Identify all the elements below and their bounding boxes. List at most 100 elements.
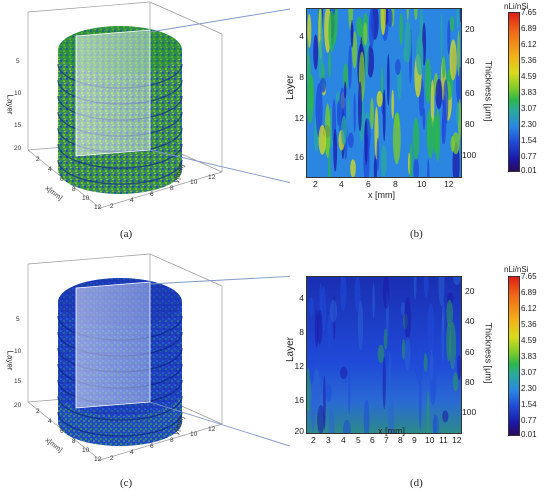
panel-a: 5 10 15 20 Layer 2 4 6 8 10 12 x[mm] 2 4…: [0, 0, 290, 240]
colorbar-b: [508, 12, 520, 172]
heatmap-texture: [435, 78, 443, 110]
heatmap-texture: [313, 34, 319, 70]
x-tick-c-5: 12: [94, 456, 102, 463]
heatmap-texture: [413, 277, 417, 301]
heatmap-texture: [432, 115, 439, 154]
y-tick-d-1: 8: [299, 327, 304, 337]
heatmap-texture: [333, 128, 338, 172]
z-tick-c-2: 15: [14, 378, 22, 385]
y-axis-label-d: Layer: [285, 336, 297, 363]
y2-tick-b-2: 60: [465, 88, 475, 98]
heatmap-texture: [429, 350, 434, 382]
y-tick-b-0: 4: [299, 31, 304, 41]
heatmap-texture: [433, 414, 436, 433]
x-tick-b-2: 6: [366, 179, 371, 189]
heatmap-texture: [363, 399, 370, 433]
y-tick-b-1: 8: [299, 72, 304, 82]
heatmap-texture: [354, 277, 361, 312]
heatmap-texture: [383, 328, 388, 350]
heatmap-texture: [340, 277, 347, 312]
y2-tick-d-4: 100: [462, 407, 477, 417]
y-tick-c-5: 12: [208, 426, 216, 433]
panel-b: Layer 4 8 12 16 2 4 6 8 10 12 x [mm] 20 …: [285, 0, 550, 245]
colorbar-tick-d-7: 2.30: [521, 384, 537, 393]
heatmap-texture: [442, 55, 446, 79]
x-tick-a-4: 10: [82, 195, 90, 202]
y2-tick-d-1: 40: [465, 316, 475, 326]
heatmap-texture: [423, 353, 428, 372]
heatmap-b: [306, 8, 462, 178]
heatmap-texture: [337, 100, 340, 126]
heatmap-texture: [380, 145, 387, 177]
colorbar-tick-d-2: 6.12: [521, 304, 537, 313]
y-tick-a-5: 12: [208, 174, 216, 181]
colorbar-title-d: nLi/nSi: [504, 265, 529, 274]
z-tick-c-1: 10: [14, 348, 22, 355]
heatmap-texture: [352, 31, 358, 69]
heatmap-texture: [446, 299, 453, 328]
x-tick-a-1: 4: [48, 166, 52, 173]
x-tick-a-5: 12: [94, 204, 102, 211]
heatmap-texture: [368, 9, 375, 49]
heatmap-texture: [357, 300, 364, 351]
heatmap-texture: [372, 283, 375, 319]
x-tick-d-1: 3: [326, 435, 331, 445]
cylinder-3d-plot-c: [27, 253, 290, 461]
heatmap-texture: [347, 97, 350, 120]
heatmap-texture: [325, 383, 332, 402]
heatmap-texture: [307, 13, 312, 48]
y-tick-c-4: 10: [190, 431, 198, 438]
x-tick-c-2: 6: [60, 428, 64, 435]
heatmap-texture: [450, 16, 455, 32]
heatmap-texture: [413, 157, 419, 177]
heatmap-texture: [347, 132, 354, 148]
heatmap-texture: [387, 9, 393, 28]
heatmap-texture: [452, 132, 460, 155]
heatmap-texture: [328, 408, 335, 433]
x-tick-b-4: 10: [417, 179, 427, 189]
heatmap-texture: [427, 303, 435, 353]
colorbar-tick-d-3: 5.36: [521, 320, 537, 329]
heatmap-texture: [323, 375, 326, 430]
heatmap-texture: [457, 355, 461, 380]
heatmap-texture: [406, 9, 409, 21]
x-tick-d-4: 6: [370, 435, 375, 445]
subfigure-label-c: (c): [120, 477, 133, 489]
colorbar-tick-b-6: 3.07: [521, 104, 537, 113]
panel-c: 5 10 15 20 Layer 2 4 6 8 10 12 x[mm] 2 4…: [0, 252, 290, 504]
colorbar-tick-b-3: 5.36: [521, 56, 537, 65]
heatmap-texture: [318, 124, 327, 155]
z-tick-a-1: 10: [14, 90, 22, 97]
heatmap-texture: [459, 9, 461, 23]
heatmap-texture: [399, 12, 403, 46]
heatmap-texture: [386, 54, 390, 106]
heatmap-texture: [317, 405, 325, 433]
z-tick-a-0: 5: [16, 58, 20, 65]
y2-tick-b-1: 40: [465, 56, 475, 66]
x-tick-d-9: 11: [439, 435, 448, 445]
x-tick-b-5: 12: [444, 179, 454, 189]
panel-d: Layer 4 8 12 16 20 2 3 4 5 6 7 8 9 10 11…: [285, 252, 550, 504]
heatmap-texture: [392, 112, 401, 165]
heatmap-texture: [452, 372, 459, 392]
y2-tick-d-0: 20: [465, 286, 475, 296]
heatmap-texture: [353, 92, 356, 133]
heatmap-texture: [309, 74, 314, 111]
colorbar-tick-b-1: 6.89: [521, 24, 537, 33]
heatmap-texture: [382, 277, 390, 309]
colorbar-tick-b-10: 0.01: [521, 166, 537, 175]
z-axis-label-c: Layer: [5, 350, 15, 371]
heatmap-texture: [324, 103, 331, 158]
heatmap-texture: [404, 336, 411, 371]
y-tick-b-3: 16: [294, 152, 304, 162]
x-tick-d-5: 7: [384, 435, 389, 445]
heatmap-texture: [427, 116, 434, 159]
y-tick-d-4: 20: [294, 426, 304, 436]
heatmap-texture: [447, 20, 451, 55]
colorbar-tick-b-9: 0.77: [521, 152, 537, 161]
heatmap-texture: [423, 277, 429, 298]
heatmap-texture: [457, 30, 460, 77]
heatmap-texture: [315, 83, 323, 138]
heatmap-texture: [409, 142, 413, 177]
heatmap-texture: [376, 90, 383, 108]
